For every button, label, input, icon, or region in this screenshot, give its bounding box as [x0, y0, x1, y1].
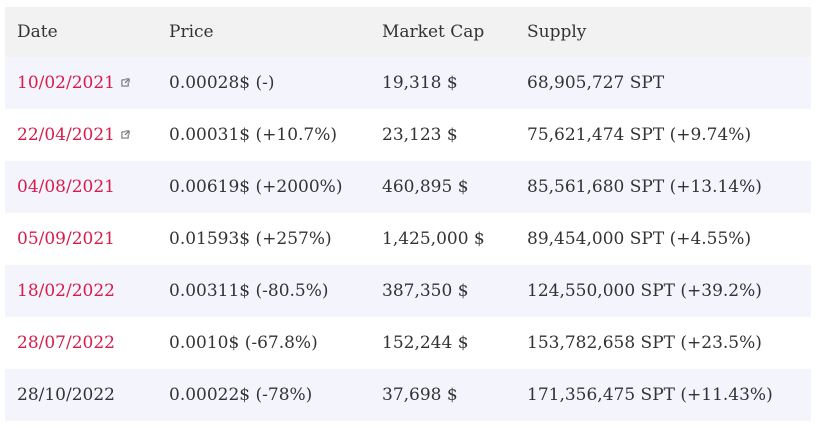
external-link-icon[interactable] — [121, 130, 130, 139]
price-cell: 0.00022$ (-78%) — [169, 385, 313, 405]
table-row: 05/09/2021 0.01593$ (+257%) 1,425,000 $ 89,… — [5, 213, 811, 265]
table-row: 18/02/2022 0.00311$ (-80.5%) 387,350 $ 124,… — [5, 265, 811, 317]
table-row: 28/07/2022 0.0010$ (-67.8%) 152,244 $ 153,7… — [5, 317, 811, 369]
date-link[interactable]: 22/04/2021 — [17, 125, 115, 145]
market-cap-cell: 23,123 $ — [382, 125, 458, 145]
table-row: 28/10/2022 0.00022$ (-78%) 37,698 $ 171,356… — [5, 369, 811, 421]
date-cell: 05/09/2021 — [5, 213, 157, 265]
column-header-market-cap: Market Cap — [382, 22, 485, 42]
column-header-supply: Supply — [527, 22, 587, 42]
market-cap-cell: 387,350 $ — [382, 281, 469, 301]
price-cell: 0.01593$ (+257%) — [169, 229, 332, 249]
table-row: 10/02/2021 0.00028$ (-) 19,318 $ 68,905,727… — [5, 57, 811, 109]
date-cell: 10/02/2021 — [5, 57, 157, 109]
supply-cell: 68,905,727 SPT — [527, 73, 665, 93]
column-header-price: Price — [169, 22, 214, 42]
supply-cell: 75,621,474 SPT (+9.74%) — [527, 125, 752, 145]
market-cap-cell: 19,318 $ — [382, 73, 458, 93]
price-cell: 0.00619$ (+2000%) — [169, 177, 343, 197]
market-cap-cell: 152,244 $ — [382, 333, 469, 353]
table-header: Date Price Market Cap Supply — [5, 7, 811, 57]
date-cell: 04/08/2021 — [5, 161, 157, 213]
price-cell: 0.0010$ (-67.8%) — [169, 333, 318, 353]
date-cell: 18/02/2022 — [5, 265, 157, 317]
supply-cell: 124,550,000 SPT (+39.2%) — [527, 281, 762, 301]
supply-cell: 171,356,475 SPT (+11.43%) — [527, 385, 773, 405]
supply-cell: 153,782,658 SPT (+23.5%) — [527, 333, 762, 353]
price-cell: 0.00028$ (-) — [169, 73, 275, 93]
table-body: 10/02/2021 0.00028$ (-) 19,318 $ 68,905,727… — [5, 57, 811, 421]
price-cell: 0.00311$ (-80.5%) — [169, 281, 329, 301]
date-cell: 28/07/2022 — [5, 317, 157, 369]
date-link[interactable]: 05/09/2021 — [17, 229, 115, 249]
date-cell: 22/04/2021 — [5, 109, 157, 161]
table-row: 04/08/2021 0.00619$ (+2000%) 460,895 $ 85,5… — [5, 161, 811, 213]
price-history-table-container: Date Price Market Cap Supply 10/02/2021 0… — [5, 7, 811, 421]
price-history-table: Date Price Market Cap Supply 10/02/2021 0… — [5, 7, 811, 421]
market-cap-cell: 37,698 $ — [382, 385, 458, 405]
table-row: 22/04/2021 0.00031$ (+10.7%) 23,123 $ 75,62… — [5, 109, 811, 161]
column-header-date: Date — [17, 22, 58, 42]
supply-cell: 85,561,680 SPT (+13.14%) — [527, 177, 762, 197]
date-link[interactable]: 04/08/2021 — [17, 177, 115, 197]
supply-cell: 89,454,000 SPT (+4.55%) — [527, 229, 752, 249]
market-cap-cell: 460,895 $ — [382, 177, 469, 197]
date-link[interactable]: 18/02/2022 — [17, 281, 115, 301]
date-cell: 28/10/2022 — [5, 369, 157, 421]
external-link-icon[interactable] — [121, 78, 130, 87]
date-link[interactable]: 10/02/2021 — [17, 73, 115, 93]
date-link[interactable]: 28/07/2022 — [17, 333, 115, 353]
date-text: 28/10/2022 — [17, 385, 115, 405]
market-cap-cell: 1,425,000 $ — [382, 229, 485, 249]
table-header-row: Date Price Market Cap Supply — [5, 7, 811, 57]
price-cell: 0.00031$ (+10.7%) — [169, 125, 338, 145]
